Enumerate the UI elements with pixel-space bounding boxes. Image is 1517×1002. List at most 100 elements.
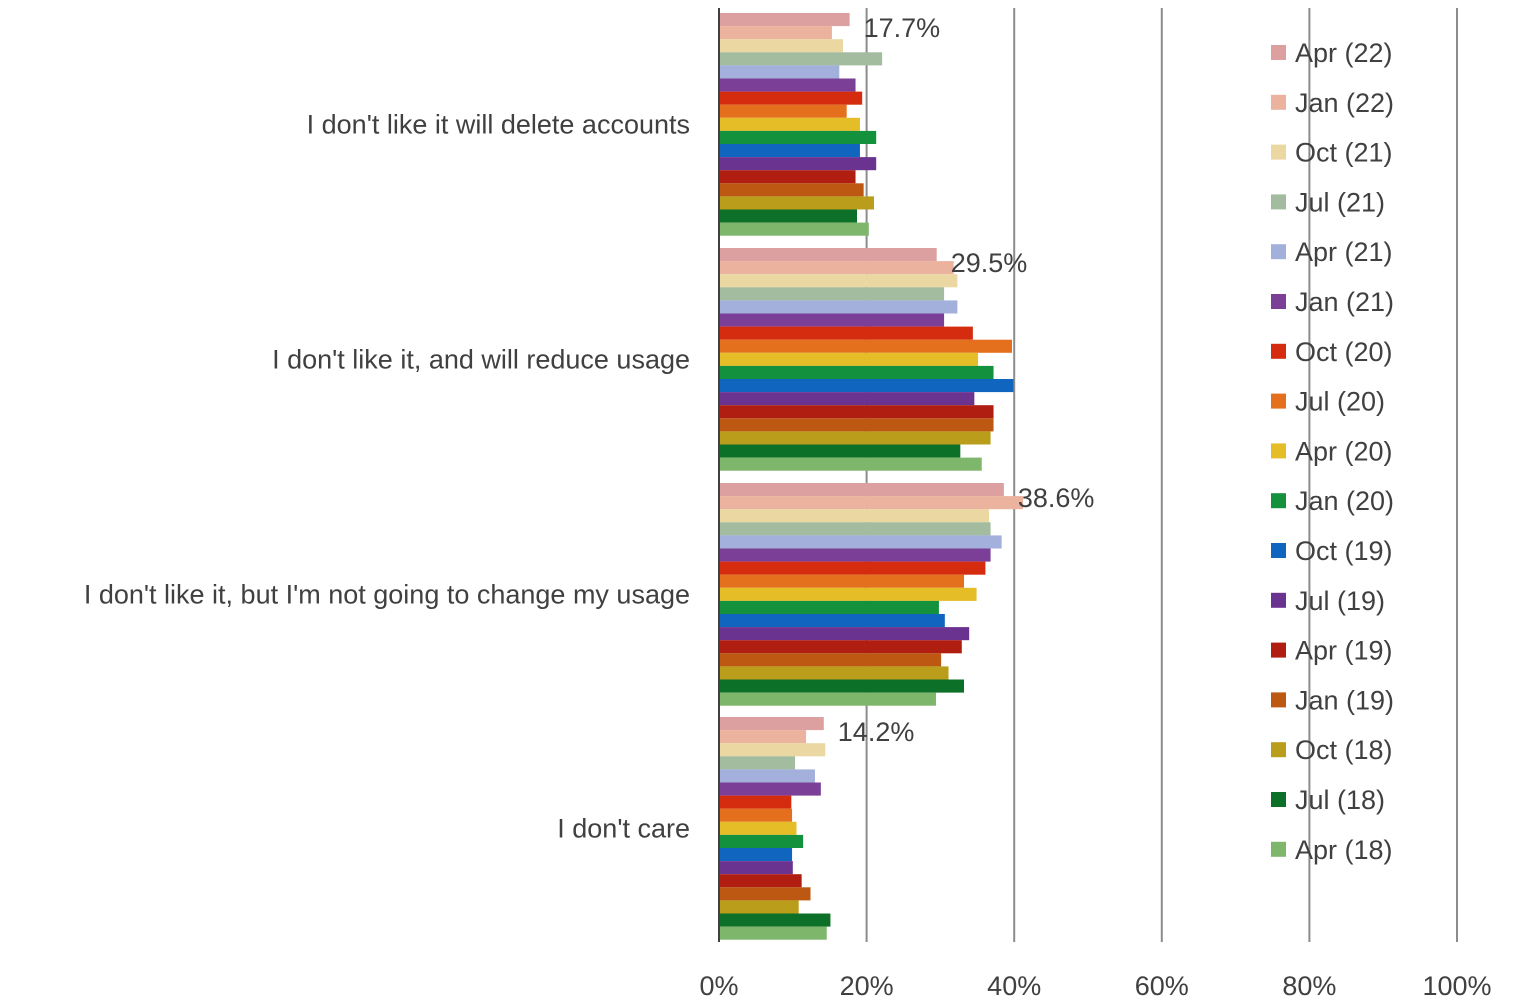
legend-item: Apr (20) bbox=[1271, 436, 1393, 466]
data-label: 17.7% bbox=[864, 13, 941, 43]
category-label: I don't like it, and will reduce usage bbox=[272, 344, 690, 374]
bar bbox=[719, 248, 937, 262]
bar bbox=[719, 300, 958, 314]
bar bbox=[719, 39, 843, 53]
x-tick-labels: 0% 20% 40% 60% 80% 100% bbox=[699, 971, 1491, 1001]
legend-swatch bbox=[1271, 294, 1286, 309]
bar bbox=[719, 679, 965, 693]
legend-label: Apr (18) bbox=[1295, 835, 1393, 865]
legend-label: Jul (19) bbox=[1295, 586, 1385, 616]
legend-item: Apr (18) bbox=[1271, 835, 1393, 865]
data-label: 29.5% bbox=[951, 248, 1028, 278]
bar bbox=[719, 144, 860, 158]
bar bbox=[719, 91, 863, 105]
legend-label: Jul (18) bbox=[1295, 785, 1385, 815]
bar bbox=[719, 913, 831, 927]
bar bbox=[719, 13, 850, 27]
legend-item: Jan (20) bbox=[1271, 486, 1394, 516]
bar bbox=[719, 496, 1024, 510]
legend-item: Apr (19) bbox=[1271, 636, 1393, 666]
bar bbox=[719, 730, 807, 744]
bar bbox=[719, 561, 986, 575]
legend-swatch bbox=[1271, 393, 1286, 409]
bar bbox=[719, 483, 1004, 497]
legend-label: Apr (19) bbox=[1295, 636, 1393, 666]
legend-item: Oct (21) bbox=[1271, 138, 1393, 168]
legend-label: Oct (19) bbox=[1295, 536, 1393, 566]
gridlines bbox=[865, 8, 1458, 942]
bar bbox=[719, 692, 936, 706]
legend-swatch bbox=[1271, 493, 1286, 509]
legend-swatch bbox=[1271, 841, 1286, 857]
data-labels: 17.7% 29.5% 38.6% 14.2% bbox=[838, 13, 1095, 747]
x-tick-label: 100% bbox=[1422, 971, 1491, 1001]
category-label: I don't care bbox=[557, 813, 690, 843]
bar bbox=[719, 782, 821, 796]
bar bbox=[719, 522, 991, 536]
bar bbox=[719, 900, 799, 914]
legend-swatch bbox=[1271, 244, 1286, 260]
data-label: 14.2% bbox=[838, 717, 915, 747]
bar bbox=[719, 104, 847, 118]
legend-label: Apr (21) bbox=[1295, 237, 1393, 267]
bar bbox=[719, 313, 945, 327]
legend-label: Jul (21) bbox=[1295, 187, 1385, 217]
bar bbox=[719, 834, 804, 848]
bar bbox=[719, 887, 811, 901]
legend-swatch bbox=[1271, 45, 1286, 60]
legend-label: Jul (20) bbox=[1295, 387, 1385, 417]
bar bbox=[719, 65, 840, 79]
bar bbox=[719, 627, 970, 641]
bar bbox=[719, 274, 958, 288]
legend-item: Apr (22) bbox=[1271, 38, 1393, 68]
legend-swatch bbox=[1271, 742, 1286, 758]
bar bbox=[719, 352, 979, 366]
legend-swatch bbox=[1271, 144, 1286, 160]
bar bbox=[719, 926, 827, 940]
bar bbox=[719, 130, 877, 144]
bar bbox=[719, 26, 832, 40]
bar bbox=[719, 392, 975, 406]
bar bbox=[719, 756, 796, 770]
legend-label: Jan (21) bbox=[1295, 287, 1394, 317]
legend-item: Oct (20) bbox=[1271, 337, 1393, 367]
bar bbox=[719, 379, 1014, 393]
bar bbox=[719, 795, 792, 809]
data-label: 38.6% bbox=[1018, 483, 1095, 513]
bar bbox=[719, 365, 994, 379]
bar bbox=[719, 78, 856, 92]
legend-item: Jan (22) bbox=[1271, 88, 1394, 118]
bar bbox=[719, 183, 864, 197]
legend-item: Oct (19) bbox=[1271, 536, 1393, 566]
legend-label: Apr (22) bbox=[1295, 38, 1393, 68]
bar bbox=[719, 861, 793, 875]
category-labels: I don't like it will delete accounts I do… bbox=[84, 109, 690, 843]
x-tick-label: 0% bbox=[699, 971, 738, 1001]
category-label: I don't like it will delete accounts bbox=[307, 109, 690, 139]
bar bbox=[719, 405, 994, 419]
legend-label: Oct (20) bbox=[1295, 337, 1393, 367]
legend-swatch bbox=[1271, 792, 1286, 807]
bar bbox=[719, 117, 860, 131]
x-tick-label: 80% bbox=[1282, 971, 1336, 1001]
legend-item: Jul (20) bbox=[1271, 387, 1385, 417]
bar bbox=[719, 535, 1002, 549]
legend-label: Oct (21) bbox=[1295, 138, 1393, 168]
bar bbox=[719, 874, 802, 888]
bar bbox=[719, 222, 869, 236]
bar bbox=[719, 509, 990, 523]
bar bbox=[719, 808, 793, 822]
bar bbox=[719, 640, 962, 654]
legend-swatch bbox=[1271, 94, 1286, 110]
bar bbox=[719, 717, 824, 731]
x-tick-label: 60% bbox=[1135, 971, 1189, 1001]
legend-item: Jul (19) bbox=[1271, 586, 1385, 616]
legend: Apr (22) Jan (22) Oct (21) Jul (21) Apr (21)… bbox=[1271, 38, 1394, 865]
bar bbox=[719, 209, 858, 223]
legend-label: Apr (20) bbox=[1295, 436, 1393, 466]
bar bbox=[719, 743, 826, 757]
bar bbox=[719, 548, 991, 562]
bar bbox=[719, 418, 994, 432]
bar bbox=[719, 431, 991, 445]
bars bbox=[719, 13, 1024, 940]
